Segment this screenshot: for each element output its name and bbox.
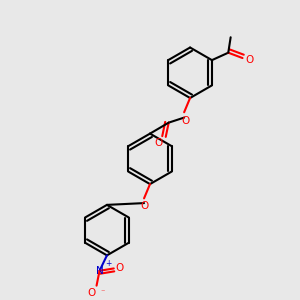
Text: O: O: [116, 263, 124, 273]
Text: +: +: [105, 259, 111, 268]
Text: N: N: [96, 266, 104, 276]
Text: O: O: [245, 56, 253, 65]
Text: O: O: [181, 116, 190, 126]
Text: O: O: [154, 138, 162, 148]
Text: ⁻: ⁻: [101, 287, 105, 296]
Text: O: O: [87, 288, 95, 298]
Text: O: O: [140, 201, 149, 211]
